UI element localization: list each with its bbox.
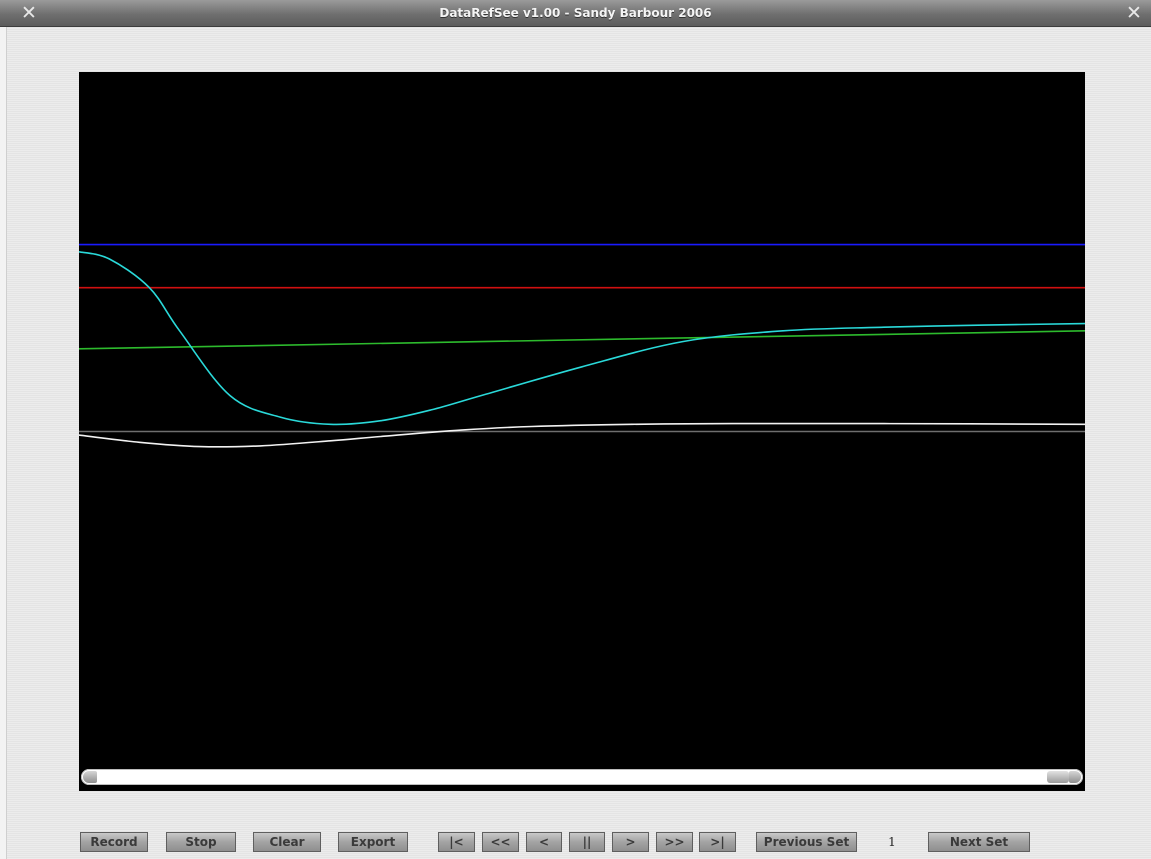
step-back-button[interactable]: < <box>526 832 562 852</box>
scroll-right-arrow[interactable] <box>1069 771 1081 783</box>
time-scrollbar[interactable] <box>81 769 1083 785</box>
stop-button[interactable]: Stop <box>166 832 236 852</box>
previous-set-button[interactable]: Previous Set <box>756 832 857 852</box>
close-icon[interactable]: ✕ <box>21 2 37 24</box>
series-line-5 <box>79 251 1085 426</box>
clear-button[interactable]: Clear <box>253 832 321 852</box>
series-line-3 <box>79 330 1085 350</box>
playback-toolbar: Record Stop Clear Export |< << < || > >>… <box>0 832 1151 854</box>
rewind-button[interactable]: << <box>482 832 519 852</box>
fast-forward-button[interactable]: >> <box>656 832 693 852</box>
pause-button[interactable]: || <box>569 832 605 852</box>
title-bar: ✕ DataRefSee v1.00 - Sandy Barbour 2006 … <box>0 0 1151 27</box>
close-icon-right[interactable]: ✕ <box>1126 2 1142 24</box>
window-left-edge <box>0 27 7 859</box>
first-frame-button[interactable]: |< <box>438 832 475 852</box>
set-number: 1 <box>888 835 896 849</box>
record-button[interactable]: Record <box>80 832 148 852</box>
window-title: DataRefSee v1.00 - Sandy Barbour 2006 <box>439 6 712 20</box>
step-forward-button[interactable]: > <box>612 832 649 852</box>
export-button[interactable]: Export <box>338 832 408 852</box>
last-frame-button[interactable]: >| <box>699 832 736 852</box>
plot-area <box>79 72 1085 791</box>
scroll-thumb[interactable] <box>1047 771 1069 783</box>
chart-svg <box>79 243 1085 448</box>
scroll-left-arrow[interactable] <box>83 771 97 783</box>
next-set-button[interactable]: Next Set <box>928 832 1030 852</box>
series-line-6 <box>79 422 1085 448</box>
